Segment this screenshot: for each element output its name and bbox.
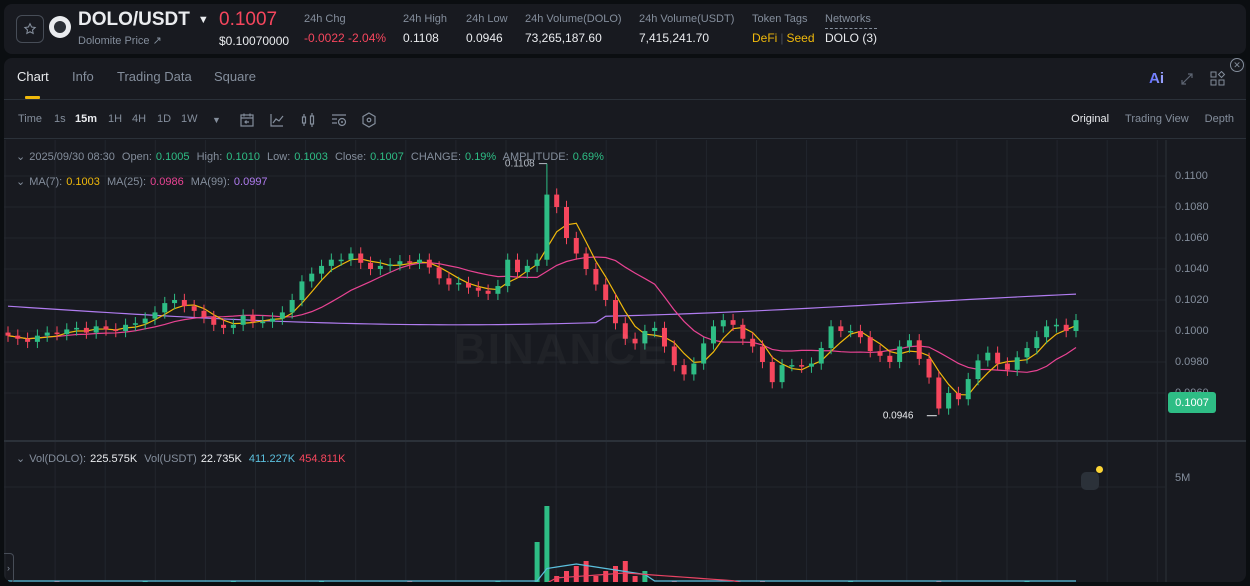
widgets-icon[interactable] [1210, 70, 1226, 87]
y-tick: 0.1100 [1175, 170, 1208, 182]
candlestick-type-icon[interactable] [300, 112, 316, 128]
favorite-button[interactable] [16, 15, 44, 43]
caret-down-icon: ▼ [197, 14, 209, 26]
time-label: Time [18, 113, 43, 125]
volume-axis-label: 5M [1175, 472, 1191, 484]
more-intervals-dropdown[interactable]: ▼ [212, 115, 221, 125]
view-original[interactable]: Original [1071, 113, 1110, 125]
tag-defi[interactable]: DeFi [752, 31, 778, 45]
y-tick: 0.1020 [1175, 294, 1209, 306]
stat-24h-volume-dolo: 24h Volume(DOLO) 73,265,187.60 [525, 13, 622, 45]
price-link[interactable]: Dolomite Price ↗ [78, 35, 162, 47]
interval-1h[interactable]: 1H [108, 113, 123, 125]
notes-icon[interactable] [1081, 472, 1099, 490]
ohlc-legend: ⌄ 2025/09/30 08:30 Open: 0.1005 High: 0.101… [16, 151, 604, 163]
chart-toolbar: Time 1s 15m 1H 4H 1D 1W ▼ Original Tradi… [4, 101, 1246, 139]
y-tick: 0.1040 [1175, 263, 1209, 275]
collapse-chevron-icon[interactable]: ⌄ [16, 453, 26, 465]
star-icon [23, 22, 37, 35]
tab-info[interactable]: Info [72, 69, 94, 84]
interval-4h[interactable]: 4H [132, 113, 147, 125]
y-tick: 0.1080 [1175, 201, 1209, 213]
active-tab-indicator [25, 96, 40, 99]
y-tick: 0.1060 [1175, 232, 1209, 244]
chart-panel: Chart Info Trading Data Square Ai ✕ Time… [4, 58, 1246, 582]
stat-24h-volume-usdt: 24h Volume(USDT) 7,415,241.70 [639, 13, 735, 45]
close-icon[interactable]: ✕ [1230, 58, 1244, 72]
tab-square[interactable]: Square [214, 69, 256, 84]
svg-text:0.0946: 0.0946 [883, 411, 914, 422]
pair-name: DOLO/USDT [78, 9, 190, 30]
volume-legend: ⌄ Vol(DOLO): 225.575K Vol(USDT) 22.735K 411… [16, 453, 346, 465]
stat-24h-low: 24h Low 0.0946 [466, 13, 508, 45]
interval-1s[interactable]: 1s [54, 113, 66, 125]
last-price: 0.1007 [219, 9, 278, 30]
networks[interactable]: Networks DOLO (3) [825, 13, 878, 45]
notification-dot [1096, 466, 1103, 473]
indicator-icon[interactable] [269, 112, 285, 128]
y-tick: 0.0980 [1175, 356, 1209, 368]
view-trading-view[interactable]: Trading View [1125, 113, 1189, 125]
interval-1w[interactable]: 1W [181, 113, 198, 125]
stat-24h-change: 24h Chg -0.0022 -2.04% [304, 13, 387, 45]
ticker-header: DOLO/USDT ▼ Dolomite Price ↗ 0.1007 $0.1… [4, 4, 1246, 54]
hexagon-settings-icon[interactable] [361, 112, 377, 128]
view-switcher: Original Trading View Depth [1071, 113, 1234, 125]
interval-15m[interactable]: 15m [75, 113, 98, 125]
chart-tabs: Chart Info Trading Data Square Ai ✕ [4, 58, 1246, 100]
svg-text:0.1108: 0.1108 [505, 159, 535, 170]
token-tags: Token Tags DeFi | Seed [752, 13, 815, 45]
expand-icon[interactable] [1180, 72, 1194, 86]
y-tick: 0.1000 [1175, 325, 1209, 337]
collapse-chevron-icon[interactable]: ⌄ [16, 176, 26, 188]
sidebar-expand-handle[interactable]: › [4, 553, 14, 582]
stat-24h-high: 24h High 0.1108 [403, 13, 448, 45]
tag-seed[interactable]: Seed [786, 31, 815, 45]
view-depth[interactable]: Depth [1204, 113, 1234, 125]
interval-1d[interactable]: 1D [157, 113, 172, 125]
tab-chart[interactable]: Chart [17, 69, 49, 84]
kline-chart[interactable]: 0.1108 0.0946 BINANCE ⌄2025/09/30 08:30 O… [4, 140, 1246, 582]
ma-legend: ⌄ MA(7): 0.1003 MA(25): 0.0986 MA(99): 0.099… [16, 176, 268, 188]
tab-trading-data[interactable]: Trading Data [117, 69, 192, 84]
candlestick-chart-canvas[interactable]: 0.1108 0.0946 [4, 140, 1246, 582]
ai-button[interactable]: Ai [1149, 70, 1164, 87]
dolo-logo-icon [49, 16, 71, 38]
binance-watermark: BINANCE [454, 325, 668, 375]
calendar-icon[interactable] [239, 112, 255, 128]
current-price-tag: 0.1007 [1168, 392, 1216, 413]
collapse-chevron-icon[interactable]: ⌄ [16, 151, 26, 163]
pair-selector[interactable]: DOLO/USDT ▼ [78, 9, 209, 31]
chart-settings-icon[interactable] [331, 112, 347, 128]
usd-price: $0.10070000 [219, 34, 290, 48]
